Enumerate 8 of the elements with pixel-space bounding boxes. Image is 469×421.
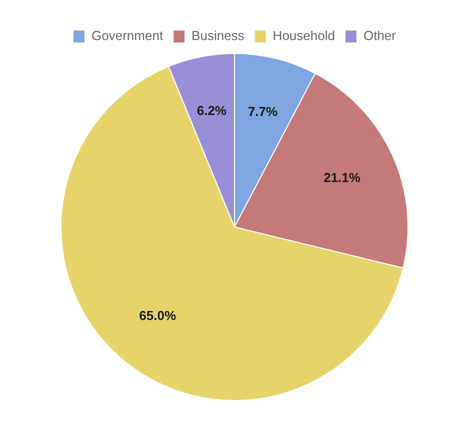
data-label: 6.2% xyxy=(196,102,227,118)
legend-label: Household xyxy=(272,28,335,44)
legend-label: Other xyxy=(363,28,397,44)
legend-label: Government xyxy=(92,28,164,44)
data-label: 65.0% xyxy=(139,308,176,324)
data-label: 21.1% xyxy=(324,170,361,186)
legend-label: Business xyxy=(192,28,245,44)
data-label: 7.7% xyxy=(248,104,278,120)
